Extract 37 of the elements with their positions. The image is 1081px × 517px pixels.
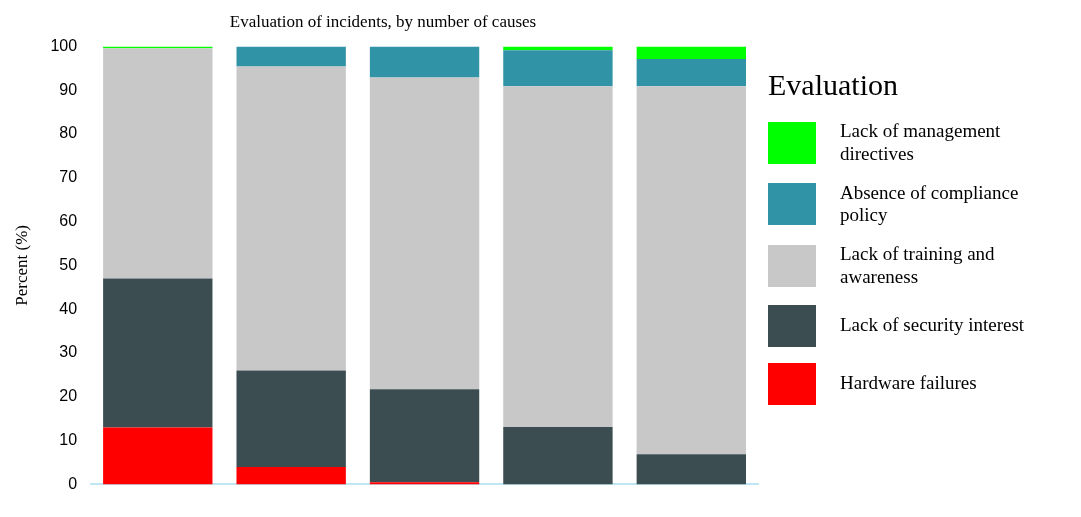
y-tick-label: 30	[59, 343, 78, 361]
bar	[236, 46, 346, 67]
y-tick-label: 90	[59, 80, 78, 98]
legend-title: Evaluation	[768, 68, 899, 102]
legend-label: Lack of security interest	[840, 314, 1026, 338]
y-tick-label: 60	[59, 212, 78, 230]
y-axis-title: Percent (%)	[11, 225, 31, 306]
legend-label: Hardware failures	[840, 372, 978, 396]
y-tick-label: 100	[50, 36, 78, 54]
bar	[369, 482, 480, 485]
y-tick-label: 0	[68, 474, 78, 492]
bar	[103, 278, 213, 428]
bar	[369, 46, 480, 78]
y-tick-label: 40	[59, 299, 78, 317]
bar	[636, 46, 746, 60]
legend-label: Lack of management directives	[840, 120, 1002, 166]
y-tick-label: 80	[59, 124, 78, 142]
y-tick-label: 50	[59, 255, 78, 273]
bar	[236, 466, 346, 485]
y-tick-label: 10	[59, 431, 78, 449]
bar	[236, 370, 346, 467]
bar	[636, 59, 746, 87]
bar	[103, 48, 213, 279]
chart-title: Evaluation of incidents, by number of causes	[229, 11, 537, 31]
bar	[369, 389, 480, 483]
bar	[236, 66, 346, 371]
bar	[503, 86, 613, 428]
bar	[503, 50, 613, 87]
y-tick-label: 70	[59, 168, 78, 186]
bar	[636, 86, 746, 455]
bar	[503, 427, 613, 485]
bar	[636, 454, 746, 485]
y-tick-label: 20	[59, 387, 78, 405]
legend-label: Absence of compliance policy	[840, 181, 1020, 228]
bar	[369, 77, 480, 390]
bar	[103, 427, 213, 485]
legend-label: Lack of training and awareness	[840, 243, 996, 289]
